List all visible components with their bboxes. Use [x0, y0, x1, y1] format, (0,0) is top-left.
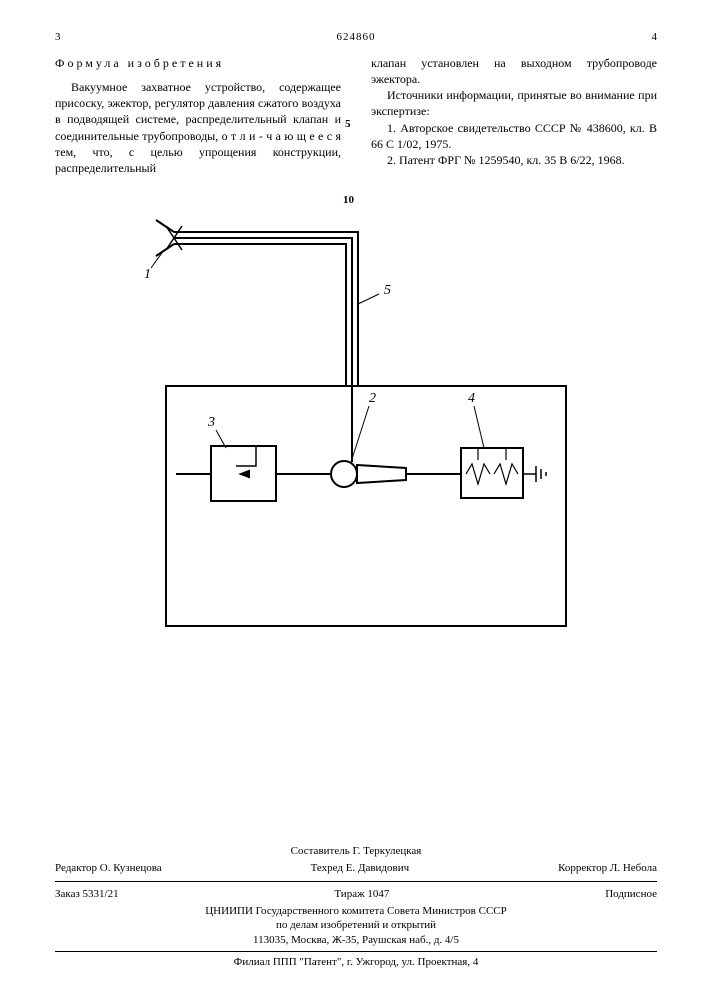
- right-body-2: Источники информации, принятые во вниман…: [371, 87, 657, 119]
- diagram-label-4: 4: [468, 391, 475, 406]
- left-column: Формула изобретения Вакуумное захватное …: [55, 55, 341, 176]
- right-body-1: клапан установлен на выходном трубопрово…: [371, 55, 657, 87]
- diagram-label-3: 3: [207, 415, 215, 430]
- reference-1: 1. Авторское свидетельство СССР № 438600…: [371, 120, 657, 152]
- footer-org2: по делам изобретений и открытий: [55, 918, 657, 933]
- footer-editor: Редактор О. Кузнецова: [55, 861, 162, 876]
- document-number: 624860: [337, 30, 376, 45]
- right-column: клапан установлен на выходном трубопрово…: [371, 55, 657, 176]
- footer-corrector: Корректор Л. Небола: [558, 861, 657, 876]
- formula-heading: Формула изобретения: [55, 55, 341, 71]
- reference-2: 2. Патент ФРГ № 1259540, кл. 35 B 6/22, …: [371, 152, 657, 168]
- page-num-left: 3: [55, 30, 61, 45]
- line-marker-5: 5: [345, 117, 351, 132]
- footer-address: 113035, Москва, Ж-35, Раушская наб., д. …: [55, 933, 657, 948]
- schematic-diagram: 1 5 3 2 4: [116, 216, 596, 676]
- footer-org1: ЦНИИПИ Государственного комитета Совета …: [55, 904, 657, 919]
- diagram-label-1: 1: [144, 267, 151, 282]
- page-num-right: 4: [652, 30, 658, 45]
- footer-tirazh: Тираж 1047: [334, 887, 389, 902]
- diagram-label-5: 5: [384, 283, 391, 298]
- footer-podpisnoe: Подписное: [605, 887, 657, 902]
- footer-techred: Техред Е. Давидович: [311, 861, 410, 876]
- left-body: Вакуумное захватное устройство, содержащ…: [55, 79, 341, 176]
- footer-order: Заказ 5331/21: [55, 887, 119, 902]
- diagram-label-2: 2: [369, 391, 376, 406]
- line-marker-10: 10: [343, 193, 354, 208]
- footer-block: Составитель Г. Теркулецкая Редактор О. К…: [55, 844, 657, 970]
- footer-filial: Филиал ППП "Патент", г. Ужгород, ул. Про…: [55, 955, 657, 970]
- footer-compiler: Составитель Г. Теркулецкая: [55, 844, 657, 859]
